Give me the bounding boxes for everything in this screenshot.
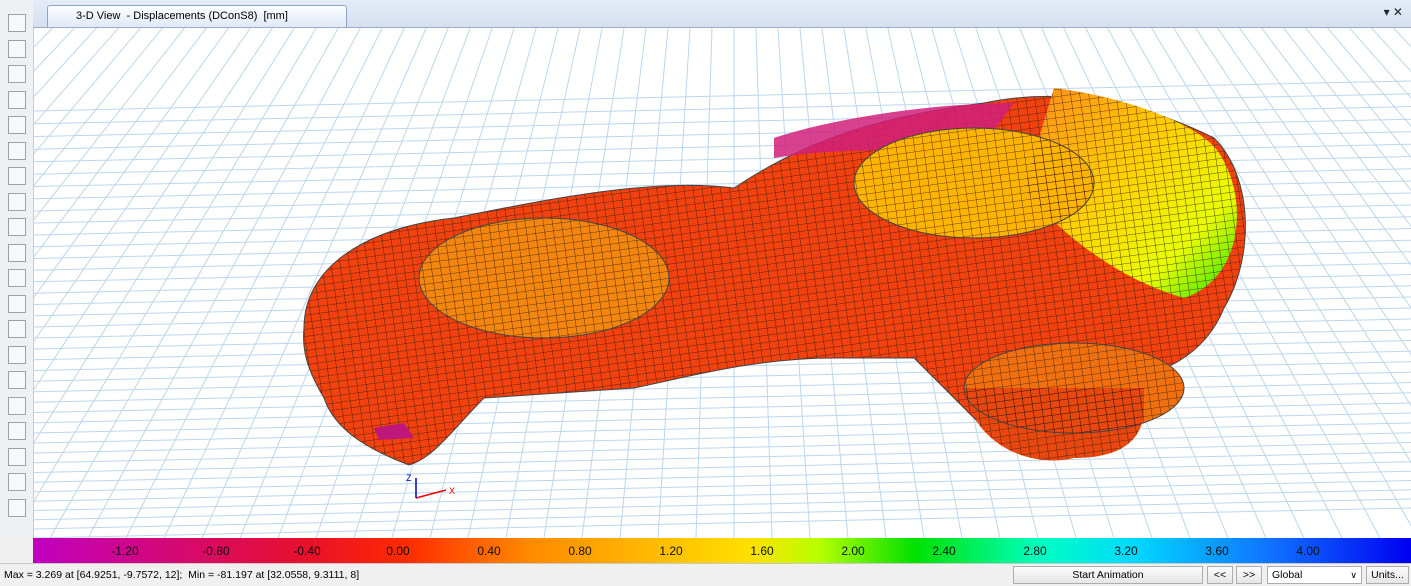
toolbar-button[interactable] bbox=[8, 397, 26, 415]
legend-label: 0.40 bbox=[477, 544, 501, 558]
start-animation-button[interactable]: Start Animation bbox=[1013, 566, 1203, 584]
tab-controls[interactable]: ▾ ✕ bbox=[1384, 5, 1403, 19]
axis-x-label: X bbox=[449, 486, 455, 496]
toolbar-button[interactable] bbox=[8, 244, 26, 262]
model-view: X Z bbox=[34, 28, 1411, 538]
toolbar-button[interactable] bbox=[8, 116, 26, 134]
legend-label: 4.00 bbox=[1296, 544, 1320, 558]
legend-label: 2.40 bbox=[932, 544, 956, 558]
legend-label: 2.00 bbox=[841, 544, 865, 558]
color-legend: -1.20 -0.80 -0.40 0.00 0.40 0.80 1.20 1.60 2.00 2… bbox=[33, 538, 1411, 563]
toolbar-button[interactable] bbox=[8, 371, 26, 389]
legend-label: 3.20 bbox=[1114, 544, 1138, 558]
units-button[interactable]: Units... bbox=[1366, 566, 1409, 584]
legend-label: 1.20 bbox=[659, 544, 683, 558]
toolbar-button[interactable] bbox=[8, 40, 26, 58]
view-tab[interactable]: 3-D View - Displacements (DConS8) [mm] bbox=[47, 5, 347, 27]
legend-label: -1.20 bbox=[111, 544, 139, 558]
status-text: Max = 3.269 at [64.9251, -9.7572, 12]; M… bbox=[4, 569, 359, 581]
toolbar-button[interactable] bbox=[8, 269, 26, 287]
tab-bar: 3-D View - Displacements (DConS8) [mm] ▾… bbox=[33, 0, 1411, 28]
toolbar-button[interactable] bbox=[8, 142, 26, 160]
left-toolbar bbox=[0, 0, 34, 538]
legend-label: 2.80 bbox=[1023, 544, 1047, 558]
toolbar-button[interactable] bbox=[8, 295, 26, 313]
previous-button[interactable]: << bbox=[1207, 566, 1233, 584]
toolbar-button[interactable] bbox=[8, 448, 26, 466]
toolbar-button[interactable] bbox=[8, 346, 26, 364]
legend-label: 1.60 bbox=[750, 544, 774, 558]
toolbar-button[interactable] bbox=[8, 473, 26, 491]
toolbar-button[interactable] bbox=[8, 14, 26, 32]
toolbar-button[interactable] bbox=[8, 91, 26, 109]
toolbar-button[interactable] bbox=[8, 320, 26, 338]
toolbar-button[interactable] bbox=[8, 499, 26, 517]
status-bar: Max = 3.269 at [64.9251, -9.7572, 12]; M… bbox=[0, 563, 1411, 586]
toolbar-button[interactable] bbox=[8, 193, 26, 211]
legend-label: 3.60 bbox=[1205, 544, 1229, 558]
legend-label: 0.80 bbox=[568, 544, 592, 558]
axis-z-label: Z bbox=[406, 473, 412, 483]
toolbar-button[interactable] bbox=[8, 218, 26, 236]
legend-label: -0.40 bbox=[293, 544, 321, 558]
legend-label: -0.80 bbox=[202, 544, 230, 558]
legend-label: 0.00 bbox=[386, 544, 410, 558]
app-window: 3-D View - Displacements (DConS8) [mm] ▾… bbox=[0, 0, 1411, 585]
coordinate-system-select[interactable]: Global bbox=[1267, 566, 1362, 584]
toolbar-button[interactable] bbox=[8, 422, 26, 440]
toolbar-button[interactable] bbox=[8, 167, 26, 185]
toolbar-button[interactable] bbox=[8, 65, 26, 83]
next-button[interactable]: >> bbox=[1236, 566, 1262, 584]
